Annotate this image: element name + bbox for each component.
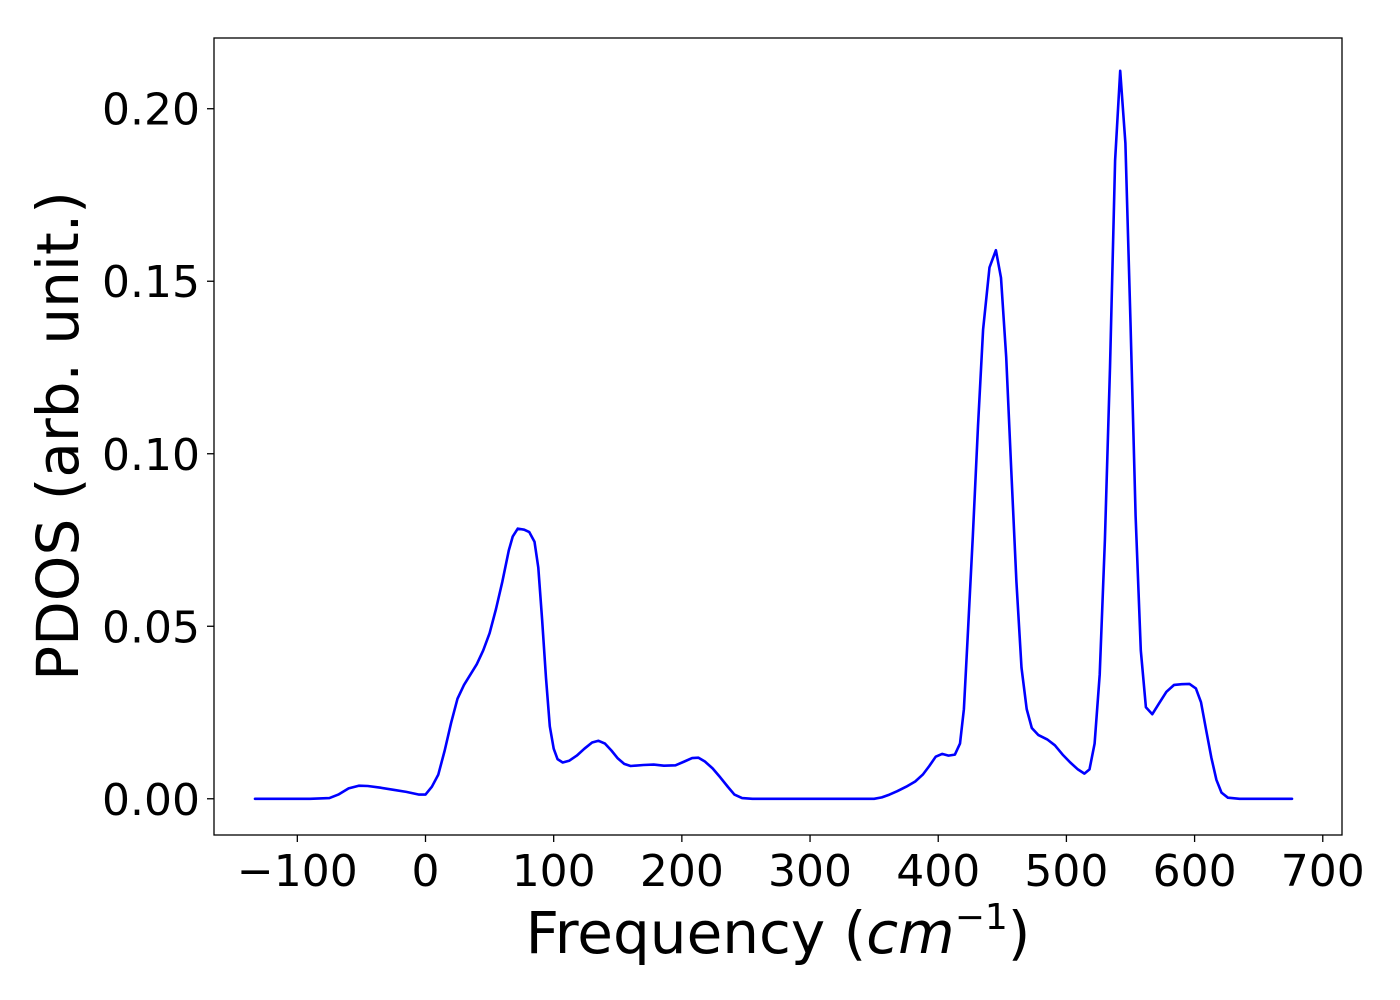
y-tick-label: 0.10 [102,430,200,481]
x-tick-label: 600 [1153,846,1237,897]
pdos-series-line [253,69,1294,801]
y-tick-label: 0.15 [102,257,200,308]
x-tick-label: −100 [237,846,358,897]
y-tick-label: 0.05 [102,602,200,653]
x-tick-label: 700 [1281,846,1365,897]
y-tick-label: 0.00 [102,775,200,826]
y-axis-label: PDOS (arb. unit.) [24,191,92,681]
x-tick-label: 400 [896,846,980,897]
y-axis-ticks: 0.00 0.05 0.10 0.15 0.20 [102,85,214,826]
x-tick-label: 500 [1024,846,1108,897]
x-axis-label: Frequency (cm−1) [526,897,1031,967]
x-axis-ticks: −100 0 100 200 300 400 500 600 700 [237,835,1365,897]
x-tick-label: 200 [640,846,724,897]
x-tick-label: 0 [412,846,440,897]
x-tick-label: 300 [768,846,852,897]
plot-frame [213,37,1343,836]
x-tick-label: 100 [512,846,596,897]
y-tick-label: 0.20 [102,85,200,136]
